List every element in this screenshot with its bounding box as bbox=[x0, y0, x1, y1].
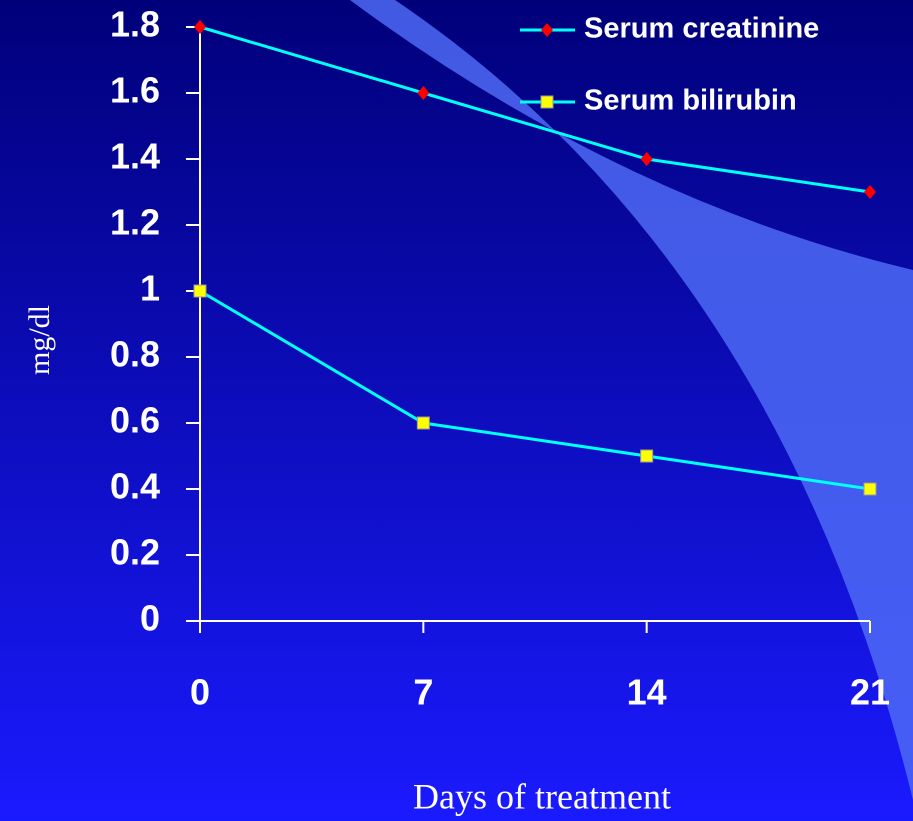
x-tick-label: 14 bbox=[627, 672, 667, 713]
legend-label: Serum bilirubin bbox=[584, 85, 797, 117]
data-point bbox=[417, 86, 430, 100]
y-tick-label: 0.8 bbox=[110, 334, 160, 375]
series-line bbox=[199, 289, 871, 491]
legend-marker bbox=[541, 23, 553, 37]
y-tick-label: 1.2 bbox=[110, 202, 160, 243]
y-tick-label: 0.2 bbox=[110, 532, 160, 573]
data-point bbox=[193, 284, 207, 298]
data-point bbox=[640, 449, 654, 463]
y-tick-label: 1.4 bbox=[110, 136, 160, 177]
y-tick-label: 0 bbox=[140, 598, 160, 639]
y-axis-label: mg/dl bbox=[23, 305, 56, 375]
y-tick-label: 1.6 bbox=[110, 70, 160, 111]
y-tick-label: 0.6 bbox=[110, 400, 160, 441]
decor-swoosh bbox=[350, 0, 913, 800]
x-axis-label: Days of treatment bbox=[413, 776, 671, 816]
data-point bbox=[194, 20, 206, 34]
y-tick-label: 1.8 bbox=[110, 4, 160, 45]
legend-label: Serum creatinine bbox=[584, 13, 819, 45]
y-tick-label: 1 bbox=[140, 268, 160, 309]
x-tick-label: 0 bbox=[190, 672, 210, 713]
data-point bbox=[416, 416, 430, 430]
x-tick-label: 21 bbox=[850, 672, 890, 713]
series-line bbox=[199, 25, 871, 194]
data-point bbox=[863, 482, 877, 496]
y-tick-label: 0.4 bbox=[110, 466, 160, 507]
data-point bbox=[640, 152, 653, 166]
legend-marker bbox=[540, 95, 554, 109]
x-tick-label: 7 bbox=[413, 672, 433, 713]
data-point bbox=[864, 185, 876, 199]
